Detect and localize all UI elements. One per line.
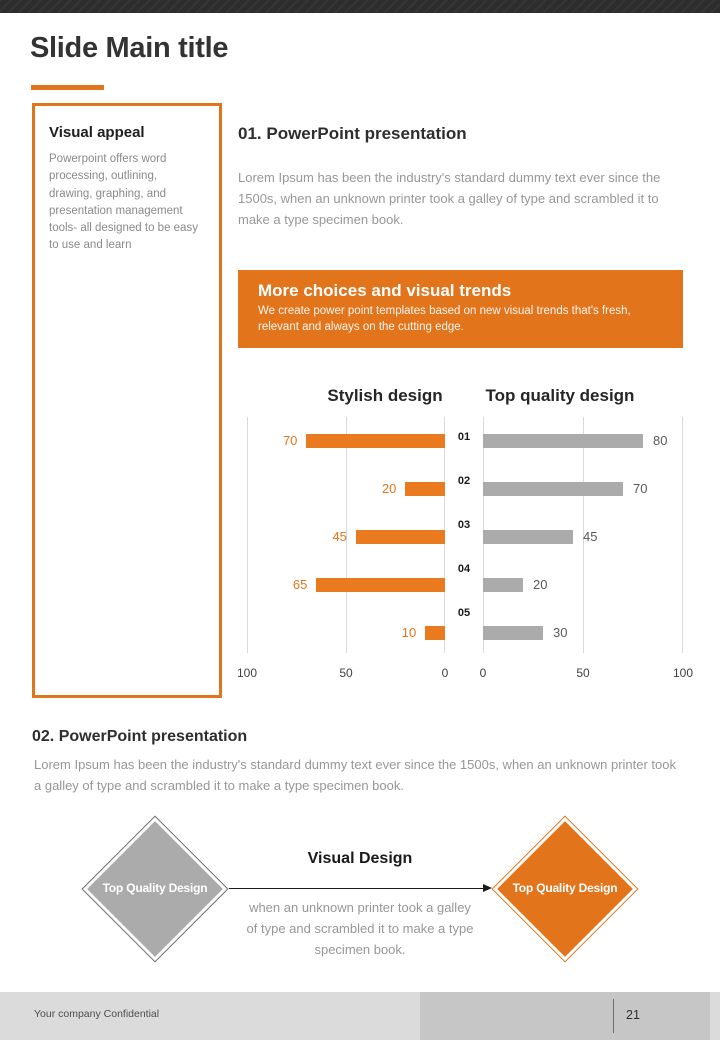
visual-appeal-card: Visual appeal Powerpoint offers word pro…	[32, 103, 222, 698]
category-label: 01	[457, 431, 471, 443]
left-bar-value: 20	[381, 481, 397, 496]
left-bar-value: 10	[401, 625, 417, 640]
right-bar	[483, 578, 523, 592]
gridline	[247, 417, 248, 653]
footer-accent-box	[420, 992, 710, 1040]
right-bar-value: 45	[583, 529, 598, 544]
left-chart-plot: 70 20 45 65 10	[247, 417, 445, 653]
title-underline	[31, 85, 104, 90]
right-chart-plot: 80 70 45 20 30	[483, 417, 683, 653]
footer-divider	[613, 999, 614, 1033]
left-bar-value: 45	[332, 529, 347, 544]
left-bar	[306, 434, 445, 448]
left-bar	[316, 578, 445, 592]
top-accent-bar	[0, 0, 720, 13]
section-1-paragraph: Lorem Ipsum has been the industry's stan…	[238, 170, 661, 227]
right-bar-value: 80	[653, 433, 668, 448]
slide-footer: Your company Confidential 21	[0, 992, 720, 1040]
orange-diamond-label: Top Quality Design	[512, 881, 618, 895]
left-bar	[355, 530, 445, 544]
left-bar	[405, 482, 445, 496]
right-bar-value: 30	[553, 625, 568, 640]
left-bar-value: 70	[282, 433, 298, 448]
gray-diamond-label: Top Quality Design	[102, 881, 208, 895]
section-2-heading: 02. PowerPoint presentation	[32, 728, 248, 745]
left-bar	[425, 626, 445, 640]
right-arrow	[229, 884, 492, 892]
axis-tick: 100	[672, 666, 694, 680]
axis-tick: 50	[339, 666, 353, 680]
visual-appeal-title: Visual appeal	[49, 124, 145, 141]
axis-tick: 50	[576, 666, 590, 680]
banner-subtitle: We create power point templates based on…	[258, 305, 631, 333]
dual-bar-chart: 70 20 45 65 10 01 02 03 04 05 80 70 45 20 30 100 50 0 0…	[237, 417, 693, 687]
chart-axis-labels: 100 50 0 0 50 100	[237, 666, 693, 684]
visual-appeal-body: Powerpoint offers word processing, outli…	[49, 153, 198, 252]
axis-tick: 0	[441, 666, 449, 680]
section-2-paragraph: Lorem Ipsum has been the industry's stan…	[34, 757, 677, 794]
right-bar	[483, 434, 643, 448]
right-bar	[483, 482, 623, 496]
diagram-paragraph: when an unknown printer took a galley of…	[246, 900, 474, 957]
category-label: 02	[457, 475, 471, 487]
gridline	[682, 417, 683, 653]
category-label: 05	[457, 607, 471, 619]
category-label: 04	[457, 563, 471, 575]
right-bar-value: 70	[633, 481, 648, 496]
right-chart-title: Top quality design	[485, 386, 635, 405]
chart-category-labels: 01 02 03 04 05	[445, 417, 483, 653]
page-number: 21	[626, 1008, 640, 1022]
axis-tick: 100	[236, 666, 258, 680]
right-bar-value: 20	[533, 577, 548, 592]
left-bar-value: 65	[292, 577, 308, 592]
gridline	[345, 417, 347, 653]
section-1-heading: 01. PowerPoint presentation	[238, 124, 467, 143]
right-bar	[483, 530, 573, 544]
gridline	[582, 417, 584, 653]
highlight-banner: More choices and visual trends We create…	[238, 270, 683, 348]
diagram-heading: Visual Design	[307, 850, 413, 867]
category-label: 03	[457, 519, 471, 531]
axis-tick: 0	[479, 666, 487, 680]
footer-confidential-text: Your company Confidential	[34, 1008, 160, 1020]
slide-title: Slide Main title	[30, 32, 229, 64]
banner-title: More choices and visual trends	[258, 281, 512, 300]
right-bar	[483, 626, 543, 640]
left-chart-title: Stylish design	[327, 386, 443, 405]
